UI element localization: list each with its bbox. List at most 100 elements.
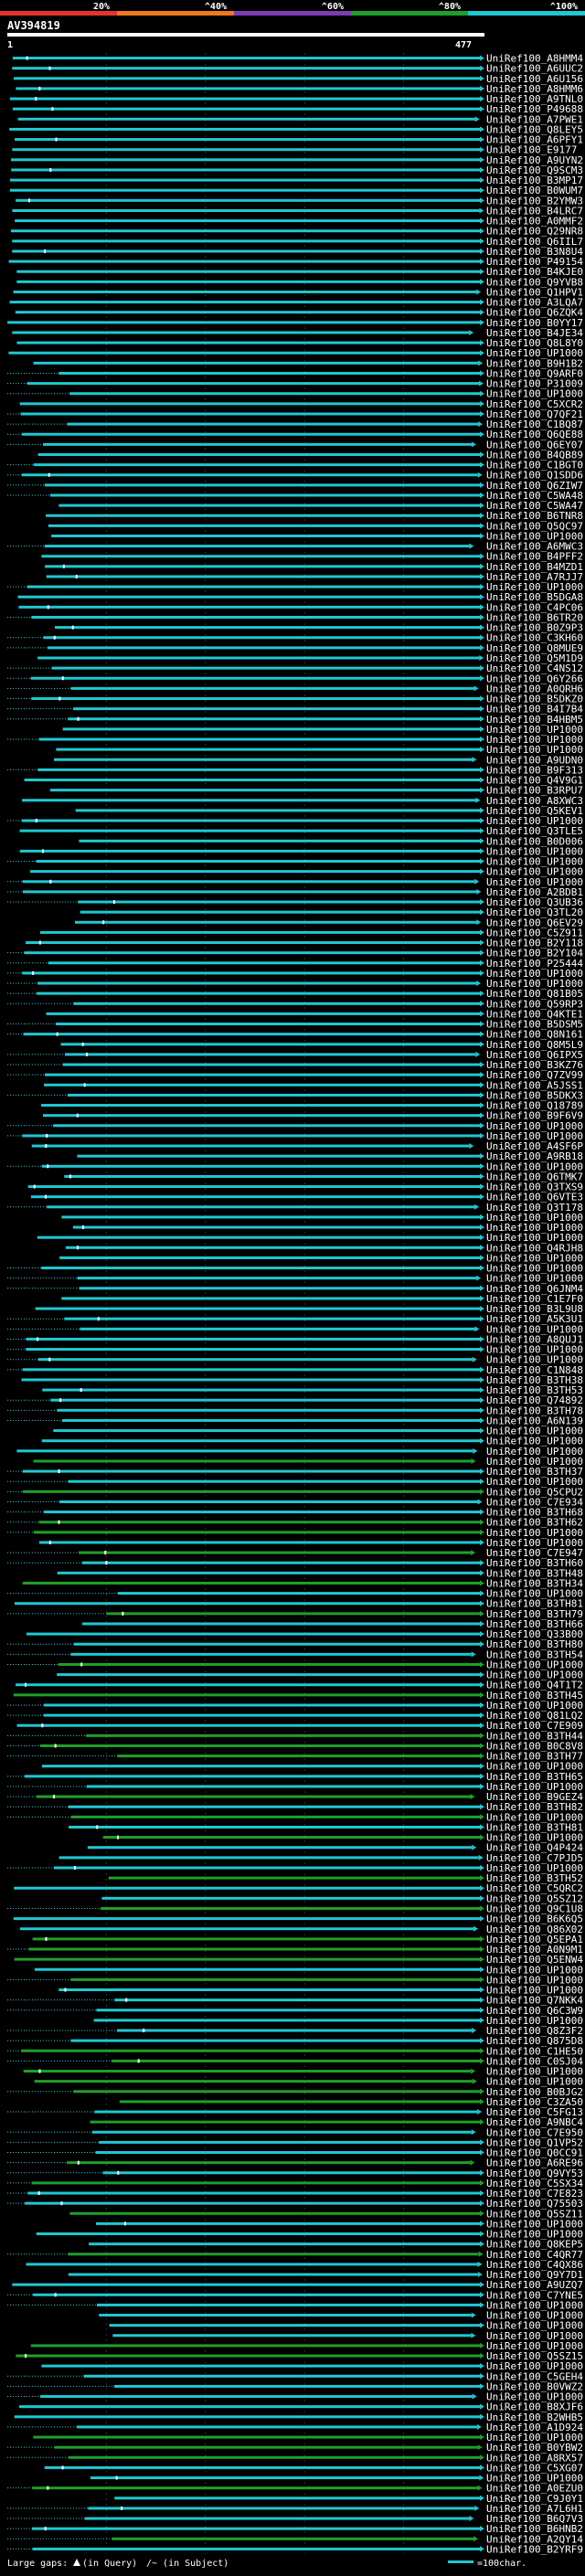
hit-bar[interactable] [35, 1307, 481, 1310]
hit-label[interactable]: UniRef100_B3TH52 [486, 1872, 583, 1884]
hit-bar[interactable] [12, 148, 480, 152]
hit-bar[interactable] [16, 341, 481, 345]
hit-bar[interactable] [16, 1723, 481, 1727]
hit-label[interactable]: UniRef100_A7RJJ7 [486, 571, 583, 583]
hit-bar[interactable] [95, 2151, 480, 2155]
hit-bar[interactable] [88, 2507, 475, 2510]
hit-label[interactable]: UniRef100_A7L6H1 [486, 2503, 583, 2515]
hit-bar[interactable] [33, 1459, 472, 1463]
hit-label[interactable]: UniRef100_A2QY14 [486, 2533, 583, 2545]
hit-bar[interactable] [17, 117, 475, 121]
hit-label[interactable]: UniRef100_UP1000.. [486, 1232, 585, 1244]
hit-bar[interactable] [99, 2140, 481, 2144]
hit-bar[interactable] [16, 280, 481, 283]
hit-bar[interactable] [79, 1287, 481, 1290]
hit-bar[interactable] [13, 1693, 480, 1697]
hit-label[interactable]: UniRef100_C7E909 [486, 1720, 583, 1732]
hit-label[interactable]: UniRef100_UP1000.. [486, 347, 585, 359]
hit-bar[interactable] [30, 1195, 481, 1199]
hit-label[interactable]: UniRef100_Q8M5L9 [486, 1039, 583, 1051]
hit-bar[interactable] [62, 1063, 480, 1066]
hit-bar[interactable] [90, 2476, 480, 2480]
hit-label[interactable]: UniRef100_A6PFY1 [486, 134, 583, 146]
hit-bar[interactable] [14, 1957, 481, 1961]
hit-label[interactable]: UniRef100_A8RX57 [486, 2452, 583, 2464]
hit-bar[interactable] [22, 1489, 480, 1493]
hit-label[interactable]: UniRef100_UP1000.. [486, 1670, 585, 1681]
hit-label[interactable]: UniRef100_UP1000.. [486, 1862, 585, 1874]
hit-label[interactable]: UniRef100_UP1000.. [486, 1130, 585, 1142]
hit-bar[interactable] [37, 1235, 480, 1239]
hit-label[interactable]: UniRef100_UP1000.. [486, 1212, 585, 1224]
hit-bar[interactable] [95, 2221, 481, 2225]
hit-bar[interactable] [43, 636, 481, 640]
hit-bar[interactable] [44, 1511, 480, 1514]
hit-label[interactable]: UniRef100_UP1000.. [486, 1426, 585, 1437]
hit-label[interactable]: UniRef100_A8HMM6 [486, 83, 583, 95]
hit-label[interactable]: UniRef100_A4SF6P [486, 1140, 583, 1152]
hit-bar[interactable] [54, 2445, 478, 2449]
hit-label[interactable]: UniRef100_C5WA48 [486, 490, 583, 502]
hit-bar[interactable] [67, 422, 479, 426]
hit-label[interactable]: UniRef100_UP1000.. [486, 1811, 585, 1823]
hit-label[interactable]: UniRef100_B5DKX3 [486, 1089, 583, 1101]
hit-bar[interactable] [44, 1083, 480, 1087]
hit-label[interactable]: UniRef100_Q8MUE9 [486, 642, 583, 654]
hit-label[interactable]: UniRef100_Q6IPX5 [486, 1049, 583, 1061]
hit-bar[interactable] [64, 1174, 480, 1178]
hit-label[interactable]: UniRef100_B4QB89 [486, 449, 583, 461]
hit-label[interactable]: UniRef100_Q81B05 [486, 988, 583, 1000]
hit-bar[interactable] [47, 646, 480, 650]
hit-bar[interactable] [36, 991, 480, 995]
hit-label[interactable]: UniRef100_UP1000.. [486, 2360, 585, 2372]
hit-label[interactable]: UniRef100_B4I7B4 [486, 704, 583, 716]
hit-label[interactable]: UniRef100_Q8KEP5 [486, 2239, 583, 2251]
hit-label[interactable]: UniRef100_UP1000.. [486, 815, 585, 827]
hit-bar[interactable] [60, 1043, 480, 1046]
hit-bar[interactable] [53, 1429, 481, 1433]
hit-bar[interactable] [73, 1642, 480, 1646]
hit-label[interactable]: UniRef100_C1E7F0 [486, 1293, 583, 1305]
hit-label[interactable]: UniRef100_A2BDB1 [486, 886, 583, 898]
hit-bar[interactable] [28, 1947, 481, 1951]
hit-label[interactable]: UniRef100_B0YY17 [486, 317, 583, 329]
hit-label[interactable]: UniRef100_C5XG07 [486, 2462, 583, 2474]
hit-bar[interactable] [19, 849, 481, 853]
hit-label[interactable]: UniRef100_UP1000.. [486, 1974, 585, 1986]
hit-label[interactable]: UniRef100_UP1000.. [486, 2432, 585, 2443]
hit-bar[interactable] [91, 2130, 472, 2134]
hit-bar[interactable] [40, 2395, 473, 2399]
hit-label[interactable]: UniRef100_B3TH77 [486, 1751, 583, 1763]
hit-label[interactable]: UniRef100_B3TH44 [486, 1730, 583, 1742]
hit-label[interactable]: UniRef100_UP1000.. [486, 1263, 585, 1275]
hit-label[interactable]: UniRef100_UP1000.. [486, 1761, 585, 1773]
hit-label[interactable]: UniRef100_UP1000.. [486, 744, 585, 756]
hit-label[interactable]: UniRef100_Q4RJH8 [486, 1242, 583, 1254]
hit-label[interactable]: UniRef100_B6TNR8 [486, 510, 583, 522]
hit-bar[interactable] [16, 1683, 481, 1687]
hit-label[interactable]: UniRef100_UP1000.. [486, 1456, 585, 1468]
hit-bar[interactable] [31, 2527, 481, 2530]
hit-label[interactable]: UniRef100_UP1000.. [486, 388, 585, 400]
hit-bar[interactable] [112, 2334, 472, 2337]
hit-bar[interactable] [16, 1449, 473, 1453]
hit-label[interactable]: UniRef100_Q6VTE3 [486, 1192, 583, 1203]
hit-bar[interactable] [32, 2293, 480, 2296]
hit-label[interactable]: UniRef100_A9NBC4 [486, 2116, 583, 2128]
hit-label[interactable]: UniRef100_UP1000.. [486, 1436, 585, 1447]
hit-bar[interactable] [37, 656, 480, 660]
hit-bar[interactable] [93, 2019, 480, 2022]
hit-label[interactable]: UniRef100_Q3TLE5 [486, 825, 583, 837]
hit-label[interactable]: UniRef100_Q1HPV1 [486, 286, 583, 298]
hit-bar[interactable] [79, 1551, 472, 1554]
hit-bar[interactable] [41, 1104, 480, 1108]
hit-bar[interactable] [41, 555, 481, 558]
hit-bar[interactable] [7, 321, 481, 324]
hit-label[interactable]: UniRef100_B3RPU7 [486, 785, 583, 797]
hit-label[interactable]: UniRef100_Q6JNM4 [486, 1283, 583, 1295]
hit-bar[interactable] [27, 2191, 481, 2195]
hit-label[interactable]: UniRef100_B9F6V9 [486, 1110, 583, 1122]
hit-label[interactable]: UniRef100_UP1000.. [486, 581, 585, 593]
hit-label[interactable]: UniRef100_B3TH48 [486, 1567, 583, 1579]
hit-label[interactable]: UniRef100_Q9C1U8 [486, 1903, 583, 1914]
